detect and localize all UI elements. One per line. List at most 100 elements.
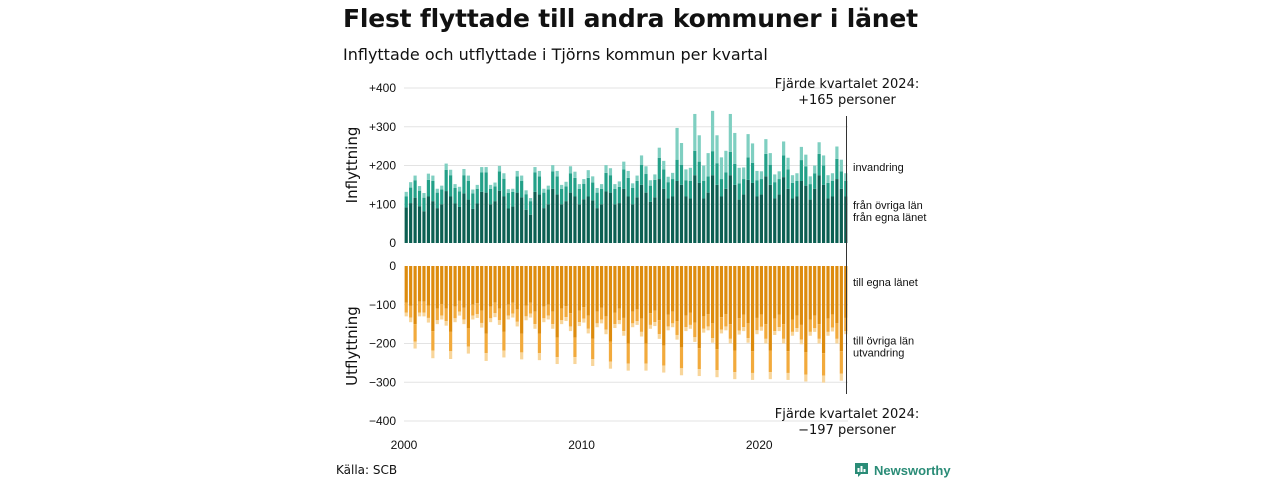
bar-segment [417,301,422,313]
bar-segment [844,181,848,197]
bar-segment [582,199,586,243]
bar-segment [639,331,644,337]
bar-segment [662,345,666,366]
bar-segment [759,266,764,315]
bar-segment [582,183,586,200]
bar-segment [417,312,422,317]
bar-segment [493,266,497,303]
bar-segment [777,266,781,315]
bar-segment [706,266,710,315]
bar-segment [839,159,843,172]
bar-segment [804,266,808,353]
bar-segment [413,341,417,349]
bar-segment [533,172,537,192]
bar-segment [617,266,621,309]
bar-segment [560,188,564,205]
bar-segment [484,333,488,354]
bar-segment [790,198,795,243]
x-axis-ticks: 2000 2010 2020 [391,438,773,452]
bar-segment [560,204,564,243]
bar-segment [773,174,777,183]
bar-segment [564,186,568,202]
bar-segment [733,372,737,380]
bar-segment [821,184,826,244]
bar-segment [808,176,812,185]
bar-segment [631,187,635,205]
series-label: från övriga län [853,200,923,212]
y-tick-label: −400 [369,414,396,428]
bar-segment [777,314,781,328]
bar-segment [577,188,581,205]
bar-segment [639,266,644,319]
bar-segment [639,318,644,332]
bar-segment [453,318,457,323]
bar-segment [435,266,439,309]
bar-segment [613,204,617,243]
bar-segment [693,322,697,338]
bar-segment [560,308,564,321]
y-tick-label: −100 [369,298,396,312]
bar-segment [750,372,755,380]
bar-segment [599,319,604,324]
bar-segment [524,266,528,306]
bar-segment [710,338,715,343]
bar-segment [706,192,710,244]
bar-segment [528,266,533,303]
bar-segment [662,365,666,373]
bar-segment [733,163,737,185]
bar-segment [546,185,550,190]
bar-segment [591,266,595,339]
bar-segment [835,179,839,243]
bar-segment [484,353,488,361]
brand-logo[interactable]: Newsworthy [854,462,951,478]
bar-segment [608,361,613,369]
x-tick-label: 2010 [568,438,595,452]
bar-segment [679,368,684,376]
bar-segment [537,266,542,334]
bar-segment [737,167,741,184]
bar-segment [755,196,759,243]
bar-segment [635,175,639,181]
bar-segment [435,188,439,193]
bar-segment [502,350,506,358]
bar-segment [622,317,626,332]
bar-segment [488,184,493,189]
bar-segment [733,350,737,373]
bar-segment [733,184,737,244]
bar-segment [471,189,475,194]
bar-segment [821,266,826,354]
bar-segment [644,363,648,371]
outflow-y-axis-label: Utflyttning [343,306,361,386]
bar-segment [511,191,515,207]
bar-segment [524,190,528,195]
bar-segment [742,167,746,180]
bar-segment [657,157,661,180]
bar-segment [577,204,581,243]
bar-segment [440,315,444,320]
bar-segment [737,266,741,319]
bar-segment [719,266,724,318]
bar-segment [693,266,697,323]
bar-segment [497,190,502,243]
bar-segment [635,266,639,310]
bar-segment [835,266,839,324]
bar-segment [679,164,684,185]
bar-segment [746,338,750,343]
bar-segment [586,177,590,197]
bar-segment [666,182,670,199]
bar-segment [790,175,795,183]
bar-segment [480,310,484,323]
bar-segment [431,331,435,351]
bar-segment [542,208,546,244]
y-tick-label: 0 [389,236,396,250]
bar-segment [706,326,710,331]
bar-segment [844,317,848,332]
inflow-y-axis-label: Inflyttning [343,127,361,204]
bar-segment [746,266,750,324]
bar-segment [506,193,510,209]
bar-segment [648,266,653,314]
bar-segment [662,160,666,170]
bar-segment [475,303,479,315]
bar-segment [679,347,684,369]
bar-segment [759,326,764,331]
